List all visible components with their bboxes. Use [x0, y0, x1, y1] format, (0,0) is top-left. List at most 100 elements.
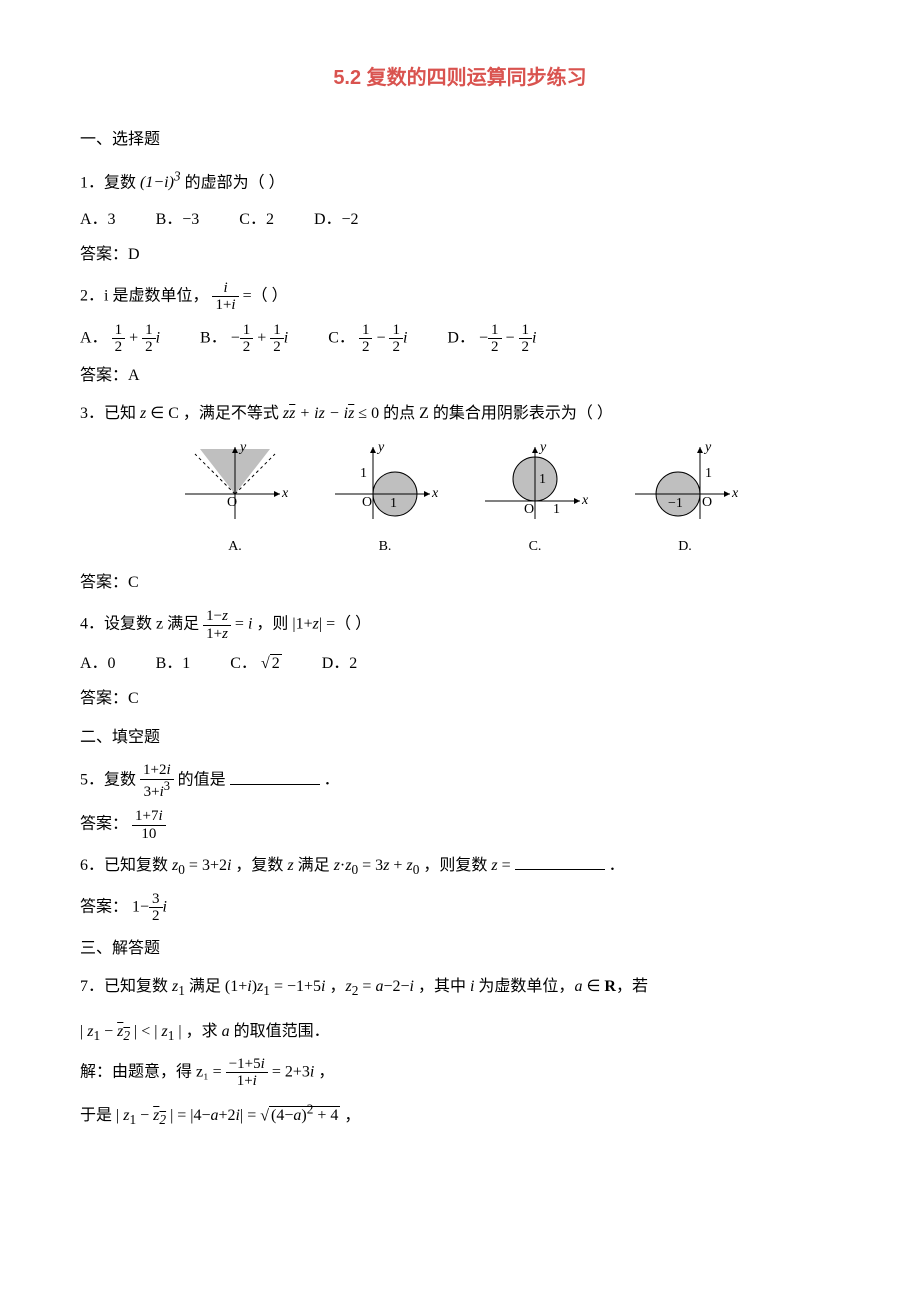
f: 1 — [142, 322, 156, 340]
svg-text:y: y — [238, 440, 247, 455]
p6-stem: 6．已知复数 z0 = 3+2i ，复数 z 满足 z·z0 = 3z + z0… — [80, 857, 511, 874]
p4-opt-a: A．0 — [80, 650, 116, 679]
p1-expr: (1−i)3 — [140, 174, 185, 191]
p2-opt-b: B． −12 + 12i — [200, 322, 288, 356]
p3-fig-c: O x y 1 1 C. — [475, 439, 595, 559]
f: i — [532, 329, 536, 346]
f: 1 — [488, 322, 502, 340]
p1-stem-post: 的虚部为（ ） — [185, 174, 285, 191]
p3-fig-b: O x y 1 1 B. — [325, 439, 445, 559]
f: 1 — [359, 322, 373, 340]
p1-opt-d: D．−2 — [314, 206, 359, 235]
f: 2 — [270, 339, 284, 356]
f: − — [479, 329, 488, 346]
p3-fig-d: O x y −1 1 D. — [625, 439, 745, 559]
p1-options: A．3 B．−3 C．2 D．−2 — [80, 206, 840, 235]
problem-6: 6．已知复数 z0 = 3+2i ，复数 z 满足 z·z0 = 3z + z0… — [80, 852, 840, 882]
problem-4: 4．设复数 z 满足 1−z 1+z = i ，则 |1+z| =（ ） — [80, 608, 840, 642]
p5-ans-label: 答案： — [80, 816, 128, 833]
f: − — [506, 329, 515, 346]
f: 1 — [240, 322, 254, 340]
p4-opt-c: C． √2 — [230, 650, 281, 679]
svg-text:O: O — [362, 495, 372, 510]
p6-ans-sign: 1− — [132, 898, 149, 915]
p2-opt-a: A． 12 + 12i — [80, 322, 160, 356]
f: 2 — [359, 339, 373, 356]
f: − — [376, 329, 385, 346]
p1-opt-c: C．2 — [239, 206, 274, 235]
f: 2 — [149, 908, 163, 925]
f: + — [257, 329, 266, 346]
problem-7-line2: | z1 − z2 | < | z1 | ，求 a 的取值范围． — [80, 1018, 840, 1048]
p1-answer: 答案：D — [80, 241, 840, 270]
p4-num: 1−z — [203, 608, 231, 626]
p5-pre: 5．复数 — [80, 772, 136, 789]
problem-1: 1．复数 (1−i)3 的虚部为（ ） — [80, 165, 840, 198]
p2-frac: i 1+i — [212, 280, 238, 314]
blank-icon — [230, 770, 320, 785]
p2-d-label: D． — [447, 329, 475, 346]
p3-label-a: A. — [175, 534, 295, 559]
p1-stem-pre: 1．复数 — [80, 174, 136, 191]
p2-frac-den: 1+i — [212, 297, 238, 314]
p4-opt-b: B．1 — [156, 650, 191, 679]
p7-sol-post: = 2+3i ， — [272, 1063, 335, 1080]
p2-stem: 2．i 是虚数单位， — [80, 287, 208, 304]
section-3-heading: 三、解答题 — [80, 935, 840, 964]
p4-frac: 1−z 1+z — [203, 608, 231, 642]
svg-text:−1: −1 — [668, 496, 683, 511]
f: i — [284, 329, 288, 346]
f: 2 — [112, 339, 126, 356]
section-2-heading: 二、填空题 — [80, 724, 840, 753]
p4-answer: 答案：C — [80, 685, 840, 714]
f: 2 — [519, 339, 533, 356]
f: + — [129, 329, 138, 346]
p6-period: ． — [609, 857, 625, 874]
p3-mid: ，满足不等式 — [183, 405, 279, 422]
svg-text:x: x — [581, 493, 589, 508]
svg-text:x: x — [281, 486, 289, 501]
p7-R: R — [604, 978, 616, 995]
f: 1 — [389, 322, 403, 340]
svg-text:1: 1 — [390, 496, 397, 511]
p7-l1b: ，若 — [616, 978, 648, 995]
f: 1 — [112, 322, 126, 340]
section-1-heading: 一、选择题 — [80, 126, 840, 155]
p5-num: 1+2i — [140, 762, 174, 780]
p3-label-b: B. — [325, 534, 445, 559]
p4-options: A．0 B．1 C． √2 D．2 — [80, 650, 840, 679]
p7-l3-post: ， — [344, 1107, 360, 1124]
p4-eq: = i ，则 |1+z| =（ ） — [235, 616, 371, 633]
p7-l1a: 7．已知复数 z1 满足 (1+i)z1 = −1+5i ，z2 = a−2−i… — [80, 978, 604, 995]
f: 3 — [149, 891, 163, 909]
p5-frac: 1+2i 3+i3 — [140, 762, 174, 800]
p7-sol-den: 1+i — [226, 1073, 268, 1090]
svg-text:1: 1 — [360, 466, 367, 481]
svg-text:1: 1 — [539, 472, 546, 487]
p4-c-val: 2 — [270, 654, 282, 672]
p7-sol-frac: −1+5i 1+i — [226, 1056, 268, 1090]
p5-answer: 答案： 1+7i 10 — [80, 808, 840, 842]
problem-3: 3．已知 z ∈ C ，满足不等式 zz + iz − iz ≤ 0 的点 Z … — [80, 400, 840, 429]
svg-text:y: y — [703, 440, 712, 455]
svg-text:1: 1 — [705, 466, 712, 481]
svg-text:O: O — [227, 495, 237, 510]
p3-ineq: zz + iz − iz — [283, 405, 354, 422]
f: 1 — [519, 322, 533, 340]
p3-pre: 3．已知 — [80, 405, 136, 422]
p3-fig-a: O x y A. — [175, 439, 295, 559]
p4-c-label: C． — [230, 655, 257, 672]
svg-text:1: 1 — [553, 502, 560, 517]
p6-ans-label: 答案： — [80, 898, 128, 915]
f: i — [156, 329, 160, 346]
p2-opt-c: C． 12 − 12i — [328, 322, 407, 356]
p5-den: 3+i3 — [140, 780, 174, 801]
svg-text:x: x — [731, 486, 739, 501]
problem-5: 5．复数 1+2i 3+i3 的值是 ． — [80, 762, 840, 800]
p4-opt-d: D．2 — [322, 650, 358, 679]
f: − — [231, 329, 240, 346]
p4-pre: 4．设复数 z 满足 — [80, 616, 199, 633]
p6-answer: 答案： 1−32i — [80, 891, 840, 925]
svg-text:O: O — [702, 495, 712, 510]
p2-answer: 答案：A — [80, 362, 840, 391]
